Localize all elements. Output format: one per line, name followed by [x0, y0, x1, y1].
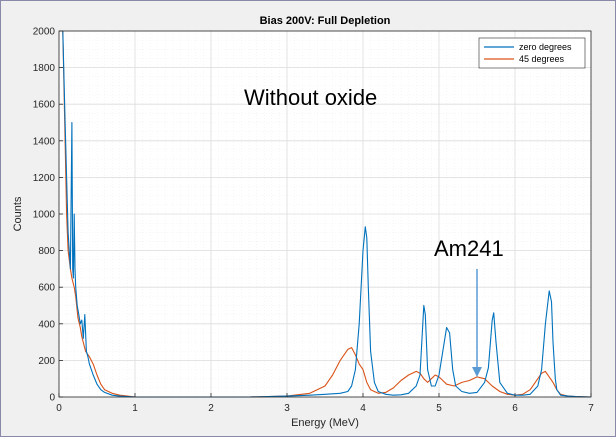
x-tick-label: 7: [588, 403, 594, 414]
y-tick-label: 1000: [33, 210, 56, 221]
y-axis-label: Counts: [12, 196, 24, 231]
y-tick-label: 800: [38, 246, 55, 257]
x-tick-label: 6: [512, 403, 518, 414]
y-tick-label: 600: [38, 283, 55, 294]
y-tick-label: 400: [38, 319, 55, 330]
legend-box: [478, 37, 586, 69]
legend-label-zero-degrees: zero degrees: [519, 42, 572, 52]
annotation-without-oxide: Without oxide: [244, 85, 377, 110]
chart-title: Bias 200V: Full Depletion: [260, 15, 391, 27]
y-tick-label: 1400: [33, 136, 56, 147]
y-tick-label: 200: [38, 356, 55, 367]
y-tick-label: 1200: [33, 173, 56, 184]
legend: zero degrees 45 degrees: [478, 37, 586, 69]
grid: [58, 30, 592, 398]
y-tick-label: 2000: [33, 27, 56, 38]
series-layer: [62, 30, 592, 398]
ticks: 0 1 2 3 4 5 6 7 0 200 400 600 800 1000 1200 1400 1600 180…: [33, 27, 594, 415]
x-tick-label: 5: [436, 403, 442, 414]
annotation-arrow-head: [472, 367, 482, 377]
annotation-am241: Am241: [434, 236, 504, 261]
series-line-zero-degrees: [62, 30, 592, 398]
x-tick-label: 2: [208, 403, 214, 414]
y-tick-label: 0: [49, 393, 55, 404]
x-axis-label: Energy (MeV): [291, 417, 359, 429]
annotation-layer: Without oxide Am241: [244, 85, 504, 377]
x-tick-label: 1: [132, 403, 138, 414]
x-tick-label: 3: [284, 403, 290, 414]
x-tick-label: 0: [56, 403, 62, 414]
legend-label-45-degrees: 45 degrees: [519, 54, 565, 64]
y-tick-label: 1800: [33, 63, 56, 74]
x-tick-label: 4: [360, 403, 366, 414]
y-tick-label: 1600: [33, 100, 56, 111]
